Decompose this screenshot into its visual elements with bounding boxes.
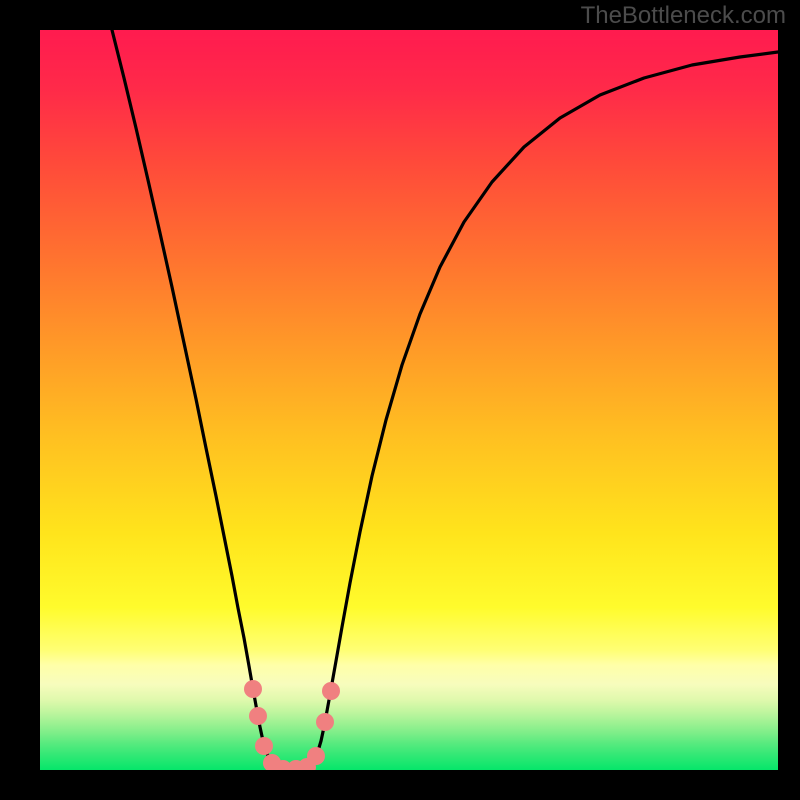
bottleneck-curve (112, 30, 778, 770)
plot-area (40, 30, 778, 770)
chart-stage: TheBottleneck.com (0, 0, 800, 800)
trough-marker (316, 713, 334, 731)
trough-marker (322, 682, 340, 700)
trough-marker (244, 680, 262, 698)
trough-marker (249, 707, 267, 725)
trough-marker (307, 747, 325, 765)
curve-layer (40, 30, 778, 770)
watermark-text: TheBottleneck.com (581, 2, 786, 30)
trough-marker (255, 737, 273, 755)
